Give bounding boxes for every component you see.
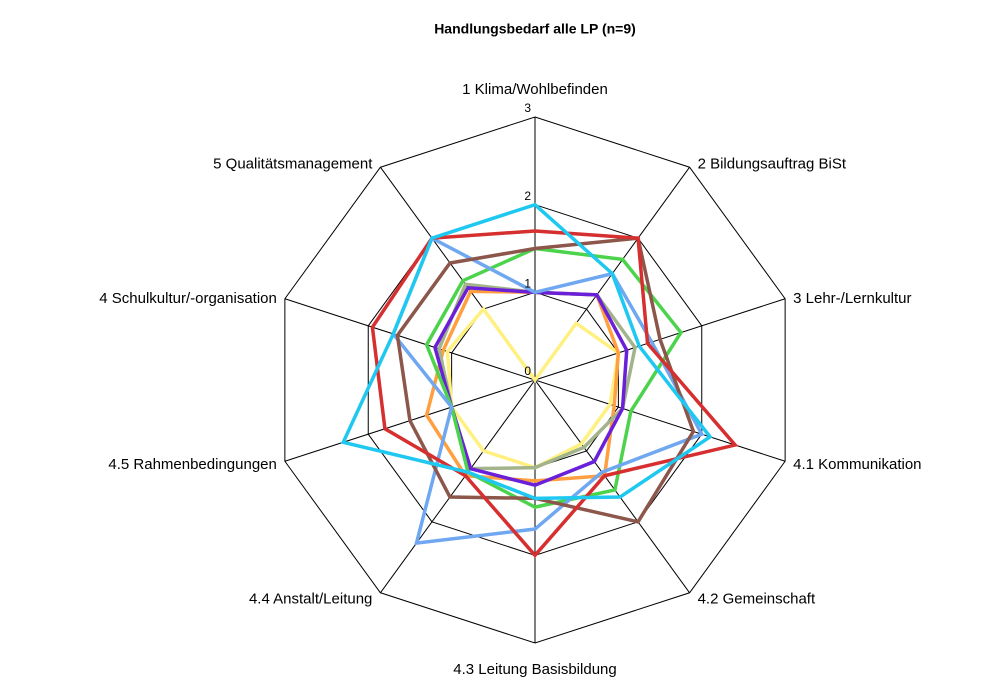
- chart-title: Handlungsbedarf alle LP (n=9): [434, 21, 636, 37]
- category-label: 1 Klima/Wohlbefinden: [462, 81, 608, 98]
- spoke: [534, 379, 786, 462]
- category-label: 4.1 Kommunikation: [793, 456, 921, 473]
- category-label: 3 Lehr-/Lernkultur: [793, 290, 911, 307]
- labels: 0 1 2 3 1 Klima/Wohlbefinden 2 Bildungsauftra…: [99, 81, 921, 678]
- category-label: 4.3 Leitung Basisbildung: [453, 661, 616, 678]
- series: [340, 202, 739, 558]
- category-label: 5 Qualitätsmanagement: [213, 155, 373, 172]
- spoke: [534, 379, 690, 594]
- series-line: [433, 285, 629, 488]
- category-label: 4.4 Anstalt/Leitung: [249, 591, 372, 608]
- series-line: [370, 229, 739, 558]
- r-tick-label: 1: [524, 277, 531, 291]
- series-line: [445, 306, 621, 470]
- r-tick-label: 3: [524, 101, 531, 115]
- category-label: 4.2 Gemeinschaft: [698, 591, 816, 608]
- category-label: 4 Schulkultur/-organisation: [99, 290, 277, 307]
- series-line: [340, 202, 713, 501]
- r-tick-label: 2: [524, 189, 531, 203]
- spoke: [284, 298, 536, 381]
- category-label: 4.5 Rahmenbedingungen: [108, 456, 276, 473]
- r-tick-label: 0: [524, 364, 531, 378]
- series-line: [424, 289, 621, 483]
- spoke: [380, 379, 536, 594]
- series-line: [424, 246, 684, 509]
- category-label: 2 Bildungsauftrag BiSt: [698, 155, 847, 172]
